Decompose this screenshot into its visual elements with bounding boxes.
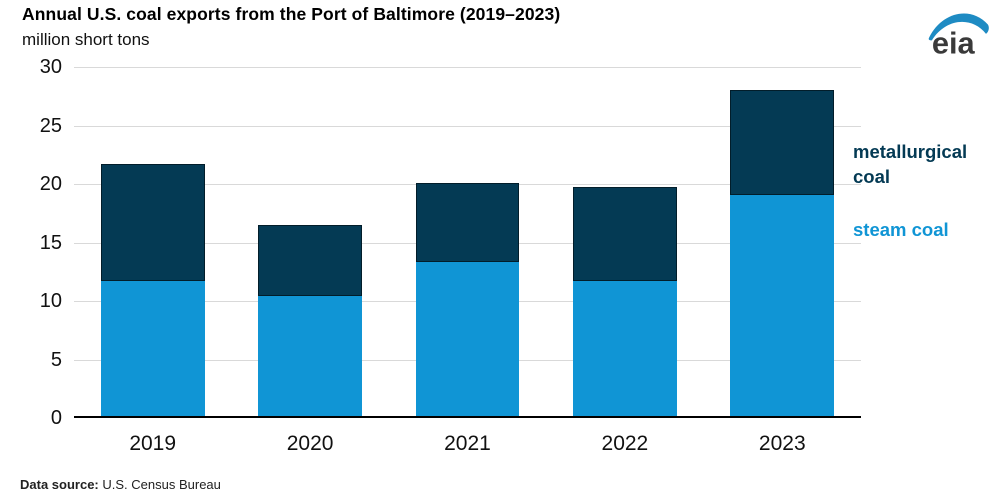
legend-metallurgical-coal: metallurgical coal [853, 141, 968, 187]
bar-2020 [258, 225, 363, 416]
data-source-label: Data source: [20, 477, 99, 492]
bar-segment-metallurgical-coal-2019 [100, 164, 205, 282]
x-tick-label-2023: 2023 [758, 432, 806, 455]
bar-segment-metallurgical-coal-2022 [572, 186, 677, 282]
chart-subtitle: million short tons [22, 30, 150, 49]
bar-slot-2019 [74, 67, 231, 416]
y-tick-label-20: 20 [39, 173, 62, 195]
x-axis: 2019 2020 2021 2022 2023 [74, 432, 861, 462]
bar-segment-metallurgical-coal-2023 [730, 89, 835, 195]
x-tick-label-2021: 2021 [444, 432, 491, 455]
y-axis: 0 5 10 15 20 25 30 [10, 56, 62, 429]
plot-area [74, 67, 861, 418]
y-tick-label-15: 15 [39, 231, 62, 254]
data-source-note: Data source: U.S. Census Bureau [20, 477, 221, 492]
eia-logo-text: eia [932, 25, 976, 60]
bar-slot-2023 [704, 67, 861, 416]
y-tick-label-5: 5 [50, 348, 62, 371]
y-tick-label-25: 25 [39, 114, 62, 137]
bar-2023 [730, 89, 835, 416]
eia-logo-swoosh [928, 13, 989, 41]
gridline-30 [74, 67, 861, 68]
bar-segment-metallurgical-coal-2021 [415, 183, 520, 262]
bar-2019 [100, 164, 205, 416]
bar-segment-metallurgical-coal-2020 [258, 225, 363, 296]
y-tick-label-0: 0 [50, 407, 62, 429]
bar-segment-steam-coal-2022 [572, 281, 677, 416]
x-tick-label-2022: 2022 [601, 432, 649, 455]
bar-segment-steam-coal-2023 [730, 194, 835, 416]
bar-segment-steam-coal-2019 [100, 281, 205, 416]
bar-2022 [572, 186, 677, 416]
bar-slot-2021 [389, 67, 546, 416]
eia-logo-icon: eia [928, 13, 989, 60]
bar-slot-2022 [546, 67, 703, 416]
gridline-25 [74, 125, 861, 127]
chart-title: Annual U.S. coal exports from the Port o… [22, 4, 561, 24]
y-tick-label-10: 10 [39, 290, 62, 312]
x-tick-label-2020: 2020 [286, 432, 334, 455]
bar-2021 [415, 183, 520, 416]
legend-steam-coal: steam coal [853, 219, 949, 240]
bar-segment-steam-coal-2021 [415, 261, 520, 416]
bar-segment-steam-coal-2020 [258, 295, 363, 416]
data-source-value: U.S. Census Bureau [102, 477, 221, 492]
y-tick-label-30: 30 [39, 56, 62, 78]
bar-slot-2020 [231, 67, 388, 416]
x-tick-label-2019: 2019 [129, 432, 177, 455]
